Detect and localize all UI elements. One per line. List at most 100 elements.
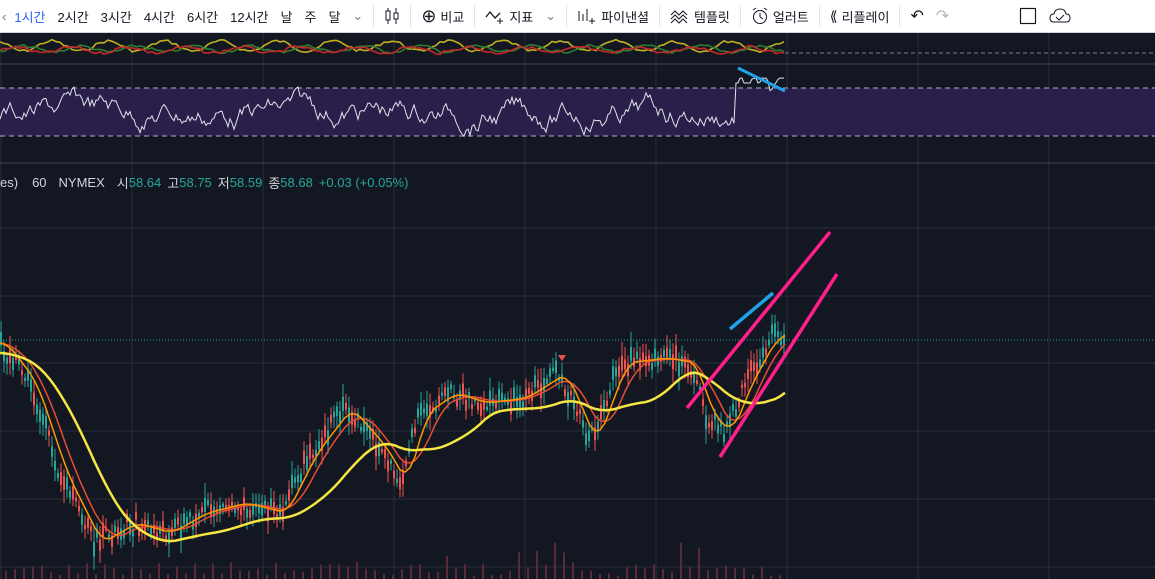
candle-body [759,359,761,368]
candle-body [60,472,62,485]
candle-body [765,348,767,356]
candle-body [249,510,251,518]
candle-body [486,406,488,410]
volume-bar [527,567,529,579]
volume-bar [662,568,664,579]
candle-body [279,504,281,517]
volume-bar [680,542,682,579]
candle-body [393,470,395,479]
candle-body [669,349,671,358]
plus-circle-icon: ⊕ [421,6,437,26]
candle-body [504,397,506,403]
candle-body [24,377,26,381]
candle-body [57,472,59,479]
candle-body [717,424,719,434]
candle-body [72,486,74,500]
price-chart[interactable] [0,33,1155,579]
interval-month[interactable]: 달 [328,9,341,25]
volume-bar [194,563,196,579]
interval-week[interactable]: 주 [304,9,317,25]
volume-bar [581,571,583,579]
volume-bar [302,571,304,579]
undo-button[interactable]: ↶ [904,0,929,32]
candle-body [30,379,32,392]
menu-chevron-icon[interactable]: ‹ [2,8,7,24]
interval-6h[interactable]: 6시간 [186,9,219,25]
moving-average-yellow [0,351,786,543]
candle-body [441,392,443,396]
volume-bar [338,564,340,579]
candle-body [696,380,698,384]
candle-body [678,361,680,377]
interval-12h[interactable]: 12시간 [230,9,269,25]
volume-bar [491,575,493,579]
candle-body [750,360,752,372]
candle-body [726,421,728,427]
candle-body [531,390,533,401]
volume-bar [68,564,70,579]
candle-body [378,441,380,456]
interval-4h[interactable]: 4시간 [143,9,175,25]
interval-2h[interactable]: 2시간 [57,9,89,25]
candle-body [582,420,584,428]
candle-body [225,504,227,510]
candle-body [99,539,101,551]
candle-body [666,347,668,358]
volume-bar [392,575,394,579]
interval-1h[interactable]: 1시간 [14,9,46,25]
candle-body [540,383,542,399]
cloud-save-button[interactable] [1043,0,1077,32]
volume-bar [95,574,97,579]
volume-bar [743,567,745,579]
candle-body [330,414,332,423]
symbol-legend: es) 60 NYMEX 시 58.64 고 58.75 저 58.59 종 5… [0,172,414,192]
interval-3h[interactable]: 3시간 [100,9,132,25]
candlestick-icon [385,8,399,24]
volume-bar [239,570,241,579]
volume-bar [761,566,763,579]
pine-button[interactable]: 파이낸셜 [571,0,655,32]
candle-body [414,427,416,434]
candle-body [510,401,512,415]
candle-body [270,498,272,507]
candle-body [708,422,710,428]
volume-bar [734,568,736,579]
interval-day[interactable]: 날 [280,9,293,25]
candle-body [636,351,638,359]
candle-body [612,366,614,380]
candle-body [576,411,578,416]
candle-type-button[interactable] [378,0,406,32]
templates-button[interactable]: 템플릿 [664,0,736,32]
replay-button[interactable]: ⟪ 리플레이 [824,0,896,32]
alert-button[interactable]: 얼러트 [745,0,815,32]
candle-body [744,382,746,388]
candle-body [567,392,569,407]
compare-button[interactable]: ⊕ 비교 [415,0,470,32]
candle-body [687,364,689,378]
interval-dropdown-chevron-icon[interactable]: ⌄ [352,8,364,23]
indicators-dropdown-chevron-icon[interactable]: ⌄ [545,8,557,23]
candle-body [51,446,53,457]
candle-body [87,517,89,528]
candle-body [156,532,158,540]
volume-bar [437,572,439,579]
redo-button[interactable]: ↷ [930,0,955,32]
compare-label: 비교 [440,9,465,25]
candle-body [675,345,677,360]
candle-body [603,400,605,410]
candle-body [705,415,707,429]
candle-body [342,396,344,411]
volume-bar [473,575,475,579]
fullscreen-button[interactable] [1013,0,1043,32]
price-trendline-blue [728,291,775,331]
candle-body [732,404,734,411]
volume-bar [59,575,61,579]
candle-body [534,375,536,388]
volume-bar [401,569,403,579]
high-value: 58.75 [179,174,212,190]
candle-body [426,403,428,416]
indicators-button[interactable]: 지표 [479,0,539,32]
candle-body [204,498,206,513]
candle-body [720,420,722,427]
candle-body [39,409,41,422]
